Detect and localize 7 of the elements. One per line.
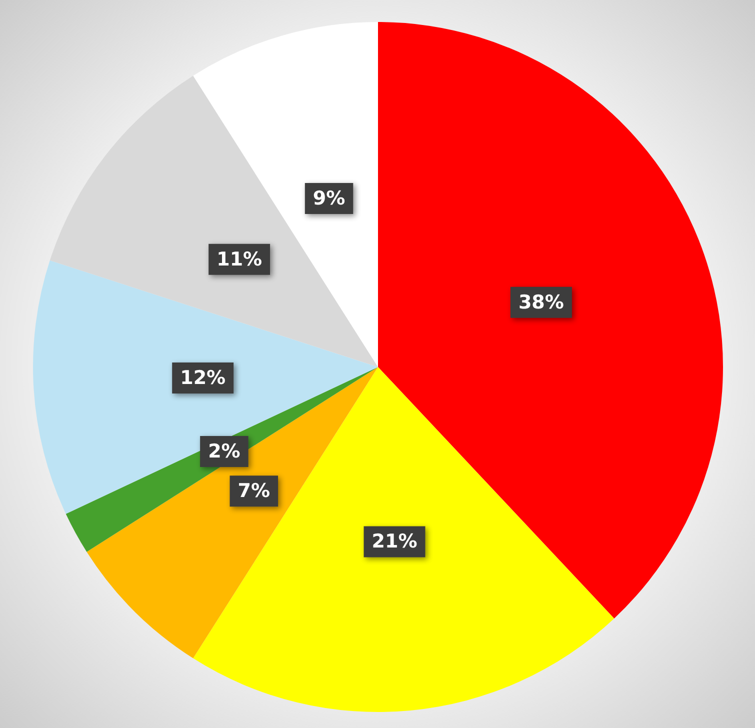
- data-label: 21%: [372, 530, 418, 553]
- data-label: 2%: [208, 440, 240, 463]
- data-label: 12%: [180, 367, 226, 390]
- data-label: 7%: [238, 480, 270, 502]
- data-label: 11%: [216, 248, 262, 270]
- data-label: 38%: [518, 291, 564, 314]
- data-label: 9%: [312, 187, 346, 210]
